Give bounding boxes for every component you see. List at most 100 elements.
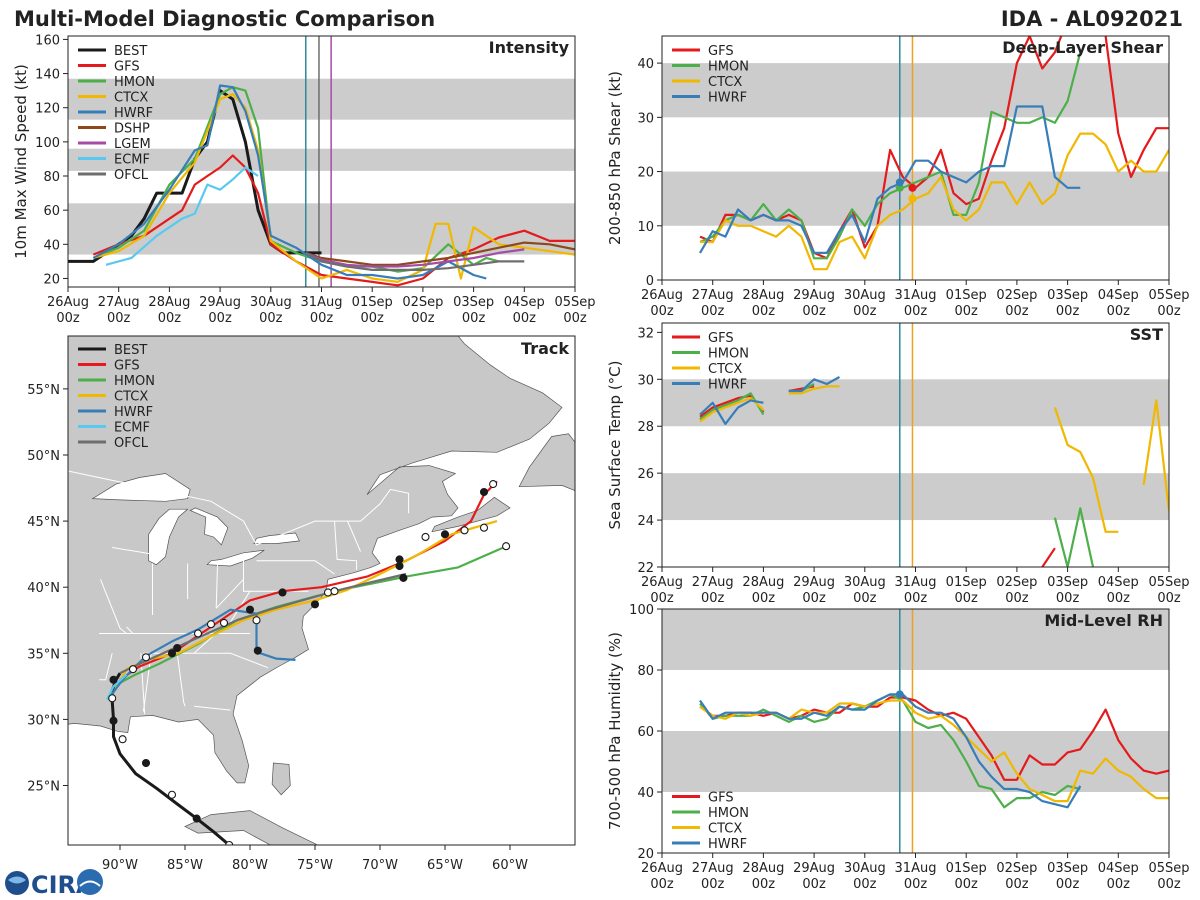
x-tick-hour: 00z — [1157, 304, 1181, 319]
series-line-gfs — [92, 154, 575, 287]
x-tick-date: 03Sep — [1047, 575, 1088, 590]
panel-title: Mid-Level RH — [1044, 611, 1163, 630]
x-tick-date: 04Sep — [1098, 288, 1139, 303]
lon-tick-label: 80°W — [232, 858, 268, 873]
great-lake — [148, 508, 189, 566]
y-axis-label: 10m Max Wind Speed (kt) — [12, 64, 30, 259]
x-tick-hour: 00z — [1157, 877, 1181, 892]
series-line-ctcx — [700, 132, 1169, 271]
cuba — [184, 810, 319, 845]
x-tick-hour: 00z — [701, 877, 725, 892]
track-fix-filled — [167, 649, 177, 658]
x-tick-date: 02Sep — [996, 861, 1037, 876]
series-group — [699, 693, 1169, 809]
x-tick-date: 28Aug — [742, 288, 784, 303]
panel-title: Deep-Layer Shear — [1002, 38, 1163, 57]
x-tick-hour: 00z — [259, 311, 283, 326]
marker-point — [908, 194, 917, 203]
track-fix-filled — [109, 675, 118, 684]
great-lake — [206, 549, 265, 567]
y-tick-label: 40 — [637, 57, 654, 72]
lat-tick-label: 45°N — [27, 515, 60, 530]
shaded-band — [662, 609, 1169, 670]
series-line-hmon — [92, 86, 500, 273]
track-fix-open — [323, 588, 333, 597]
x-tick-date: 04Sep — [504, 295, 545, 310]
track-fix-open — [108, 694, 117, 703]
x-tick-hour: 00z — [462, 311, 486, 326]
x-tick-date: 30Aug — [844, 288, 886, 303]
x-tick-date: 27Aug — [692, 575, 734, 590]
north-america-landmass — [68, 336, 563, 784]
x-tick-hour: 00z — [1056, 877, 1080, 892]
legend-label-ecmf: ECMF — [114, 421, 150, 436]
x-tick-hour: 00z — [310, 311, 334, 326]
marker-point — [895, 690, 904, 699]
legend-label-ecmf: ECMF — [114, 153, 150, 168]
track-panel: 90°W 85°W 80°W 75°W 70°W 65°W 60°W 25°N 30°N 35°N… — [27, 335, 576, 873]
series-line-hwrf — [699, 693, 1082, 809]
x-tick-date: 27Aug — [692, 288, 734, 303]
shear-panel: 01020304026Aug00z27Aug00z28Aug00z29Aug00… — [606, 35, 1190, 319]
legend-label-hwrf: HWRF — [114, 106, 153, 121]
track-fix-filled — [109, 716, 118, 725]
y-tick-label: 40 — [637, 786, 654, 801]
x-tick-hour: 00z — [513, 311, 537, 326]
x-tick-hour: 00z — [361, 311, 385, 326]
y-tick-label: 80 — [43, 170, 60, 185]
legend-label-best: BEST — [114, 343, 147, 358]
state-border — [215, 564, 218, 609]
state-border — [334, 521, 358, 570]
marker-point — [895, 178, 904, 187]
x-tick-date: 30Aug — [844, 575, 886, 590]
x-tick-date: 31Aug — [895, 288, 937, 303]
y-tick-label: 100 — [35, 136, 60, 151]
cira-logo: CIRA — [5, 869, 103, 899]
track-fix-filled — [253, 646, 262, 655]
shaded-band — [68, 78, 575, 120]
track-ecmf — [106, 673, 128, 701]
state-border — [126, 626, 134, 634]
x-tick-date: 29Aug — [793, 861, 835, 876]
x-tick-date: 30Aug — [250, 295, 292, 310]
track-fix-filled — [440, 530, 450, 539]
shaded-band — [662, 731, 1169, 792]
track-fix-open — [193, 629, 203, 638]
x-tick-date: 05Sep — [1148, 288, 1189, 303]
x-tick-hour: 00z — [1056, 304, 1080, 319]
y-tick-label: 80 — [637, 664, 654, 679]
great-lake — [189, 507, 229, 546]
shaded-band — [662, 63, 1169, 118]
x-tick-hour: 00z — [650, 591, 674, 606]
track-fix-filled — [141, 758, 151, 768]
track-fix-filled — [192, 814, 201, 823]
logo-wave-icon — [79, 880, 101, 887]
series-line-hmon — [699, 52, 1082, 260]
state-border — [176, 653, 186, 707]
x-tick-date: 02Sep — [402, 295, 443, 310]
x-tick-hour: 00z — [1056, 591, 1080, 606]
lat-tick-label: 25°N — [27, 780, 60, 795]
x-tick-hour: 00z — [802, 304, 826, 319]
x-tick-hour: 00z — [1005, 591, 1029, 606]
legend-label-ctcx: CTCX — [708, 75, 742, 90]
lon-tick-label: 75°W — [297, 858, 333, 873]
y-tick-label: 26 — [637, 467, 654, 482]
x-tick-date: 05Sep — [1148, 575, 1189, 590]
track-fix-open — [330, 587, 339, 596]
series-line-hwrf — [699, 105, 1081, 254]
x-tick-hour: 00z — [955, 304, 979, 319]
y-tick-label: 40 — [43, 238, 60, 253]
series-line-ctcx-late — [1053, 399, 1169, 533]
x-tick-hour: 00z — [650, 304, 674, 319]
legend-label-hwrf: HWRF — [708, 837, 747, 852]
series-group — [699, 376, 1169, 567]
track-fix-open — [219, 618, 229, 627]
x-tick-date: 31Aug — [895, 575, 937, 590]
x-tick-hour: 00z — [107, 311, 131, 326]
legend-label-hwrf: HWRF — [114, 405, 153, 420]
x-tick-date: 30Aug — [844, 861, 886, 876]
track-fix-filled — [310, 600, 320, 609]
